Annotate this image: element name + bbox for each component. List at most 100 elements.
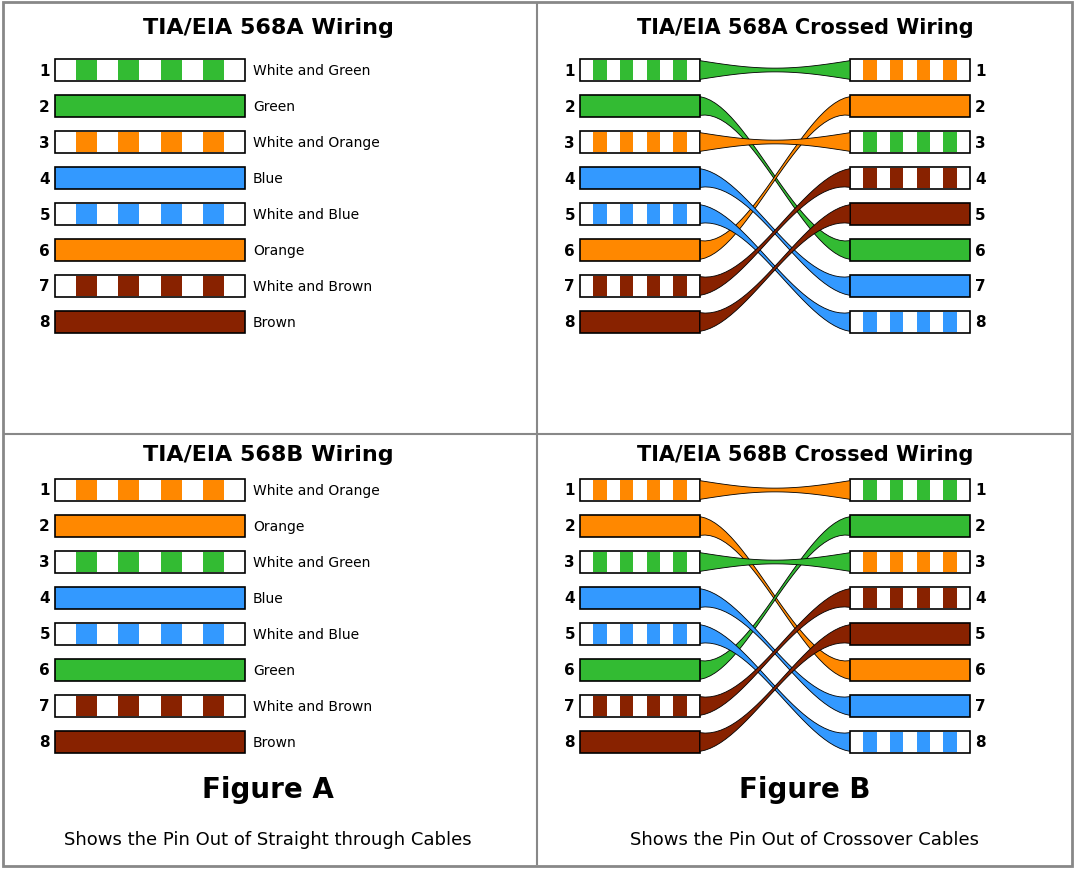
Bar [620,553,633,573]
Bar [850,168,970,189]
Bar [647,133,660,153]
Bar [203,276,224,296]
Bar [160,481,182,501]
Text: 8: 8 [40,734,51,750]
Bar [160,133,182,153]
Bar [944,133,957,153]
Bar [55,480,245,501]
Bar [580,623,700,646]
Bar [203,624,224,644]
Text: 3: 3 [564,136,575,150]
Text: 2: 2 [975,519,986,534]
Bar [55,587,245,609]
Text: 7: 7 [40,279,51,295]
Bar [863,481,877,501]
Text: 8: 8 [564,315,575,330]
Bar [55,731,245,753]
Bar [917,481,930,501]
Bar [850,515,970,537]
Bar [673,696,687,716]
Bar [76,61,97,81]
Bar [890,733,903,753]
Bar [890,588,903,608]
Bar [580,132,700,154]
Bar [890,313,903,333]
Bar [673,481,687,501]
Bar [160,205,182,225]
Bar [917,733,930,753]
Bar [863,733,877,753]
Bar [620,696,633,716]
Text: Brown: Brown [253,735,297,749]
Polygon shape [700,62,850,80]
Bar [850,240,970,262]
Text: White and Blue: White and Blue [253,208,359,222]
Text: 7: 7 [975,279,986,295]
Text: 6: 6 [564,243,575,258]
Bar [55,551,245,574]
Text: 6: 6 [975,243,986,258]
Text: 1: 1 [564,63,575,78]
Bar [620,133,633,153]
Bar [620,624,633,644]
Bar [647,481,660,501]
Text: 7: 7 [564,279,575,295]
Text: 8: 8 [975,315,986,330]
Bar [580,275,700,298]
Bar [55,515,245,537]
Bar [863,313,877,333]
Text: Brown: Brown [253,315,297,329]
Bar [673,205,687,225]
Text: Shows the Pin Out of Crossover Cables: Shows the Pin Out of Crossover Cables [631,830,979,848]
Text: White and Blue: White and Blue [253,627,359,641]
Bar [647,624,660,644]
Text: 7: 7 [564,699,575,713]
Bar [76,553,97,573]
Bar [917,61,930,81]
Bar [620,61,633,81]
Bar [203,61,224,81]
Polygon shape [700,169,850,296]
Bar [850,203,970,226]
Bar [203,481,224,501]
Text: 4: 4 [564,591,575,606]
Text: 8: 8 [975,734,986,750]
Bar [593,205,606,225]
Bar [76,481,97,501]
Bar [944,588,957,608]
Bar [580,480,700,501]
Bar [850,587,970,609]
Text: 1: 1 [564,483,575,498]
Text: Orange: Orange [253,520,304,534]
Bar [118,624,140,644]
Bar [203,205,224,225]
Bar [593,276,606,296]
Text: 5: 5 [975,208,986,222]
Bar [55,660,245,681]
Bar [917,588,930,608]
Bar [673,624,687,644]
Bar [647,553,660,573]
Bar [55,60,245,82]
Bar [593,624,606,644]
Bar [580,660,700,681]
Text: Blue: Blue [253,591,284,606]
Bar [890,133,903,153]
Bar [160,553,182,573]
Bar [118,61,140,81]
Bar [917,133,930,153]
Bar [55,623,245,646]
Bar [944,61,957,81]
Text: 1: 1 [975,483,986,498]
Bar [944,313,957,333]
Bar [863,133,877,153]
Text: 6: 6 [564,663,575,678]
Bar [55,96,245,118]
Bar [55,695,245,717]
Text: White and Orange: White and Orange [253,136,379,149]
Bar [580,587,700,609]
Bar [55,132,245,154]
Bar [118,696,140,716]
Bar [890,169,903,189]
Bar [944,481,957,501]
